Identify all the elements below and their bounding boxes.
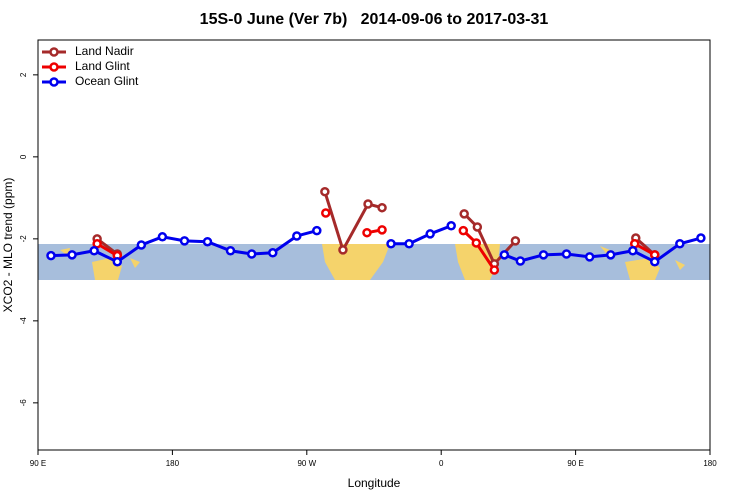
series-point [605, 250, 616, 260]
series-point [157, 232, 168, 242]
x-tick-label: 0 [439, 459, 444, 468]
x-tick-label: 180 [166, 459, 180, 468]
x-tick-label: 90 W [297, 459, 316, 468]
legend-swatch-point [49, 47, 59, 57]
series-point [472, 222, 483, 232]
series-point [386, 239, 396, 249]
series-point [584, 252, 595, 262]
legend-swatch-point [49, 62, 59, 72]
x-tick-label: 90 E [567, 459, 583, 468]
x-axis-label: Longitude [348, 476, 401, 490]
series-point [136, 240, 147, 250]
series-point [696, 233, 706, 243]
x-tick-label: 90 E [30, 459, 46, 468]
plot-frame [37, 39, 711, 451]
legend-label: Ocean Glint [75, 74, 139, 88]
y-tick-label: -6 [19, 399, 28, 407]
series-point [489, 265, 500, 275]
series-point [471, 238, 482, 248]
series-point [377, 202, 387, 213]
series-point [363, 199, 373, 209]
x-tick-label: 180 [703, 459, 717, 468]
series-point [377, 225, 387, 235]
series-point [89, 245, 99, 256]
legend-label: Land Glint [75, 59, 130, 73]
series-point [425, 229, 435, 239]
series-line [503, 236, 702, 264]
series-point [268, 248, 278, 258]
y-tick-label: 0 [19, 154, 28, 159]
series-point [338, 245, 348, 255]
y-axis-label: XCO2 - MLO trend (ppm) [1, 178, 15, 313]
series-point [499, 250, 510, 260]
series-point [446, 220, 456, 231]
series-point [362, 227, 372, 238]
series-point [46, 250, 56, 261]
series-point [515, 256, 526, 266]
chart-title: 15S-0 June (Ver 7b) 2014-09-06 to 2017-0… [200, 11, 549, 28]
series-point [649, 257, 660, 267]
series-point [320, 186, 330, 197]
series-point [292, 231, 302, 241]
series-point [246, 249, 257, 259]
legend-label: Land Nadir [75, 44, 134, 58]
series-point [112, 257, 123, 267]
series-point [538, 250, 549, 260]
series-point [202, 236, 213, 247]
legend-swatch-point [49, 77, 59, 87]
series-point [321, 208, 331, 218]
series-line [391, 224, 452, 246]
map-land [60, 244, 685, 280]
series-point [67, 250, 77, 260]
y-tick-label: -4 [19, 317, 28, 325]
series-line [323, 191, 383, 254]
series-point [510, 236, 521, 246]
series-point [179, 236, 190, 246]
series-point [225, 245, 236, 256]
series-point [628, 245, 638, 256]
series-point [404, 239, 414, 249]
y-tick-label: 2 [19, 72, 28, 77]
series-point [675, 239, 685, 249]
series-point [312, 225, 322, 236]
series-point [459, 209, 469, 219]
y-tick-label: -2 [19, 235, 28, 243]
series-point [458, 225, 469, 236]
series-point [561, 249, 572, 259]
